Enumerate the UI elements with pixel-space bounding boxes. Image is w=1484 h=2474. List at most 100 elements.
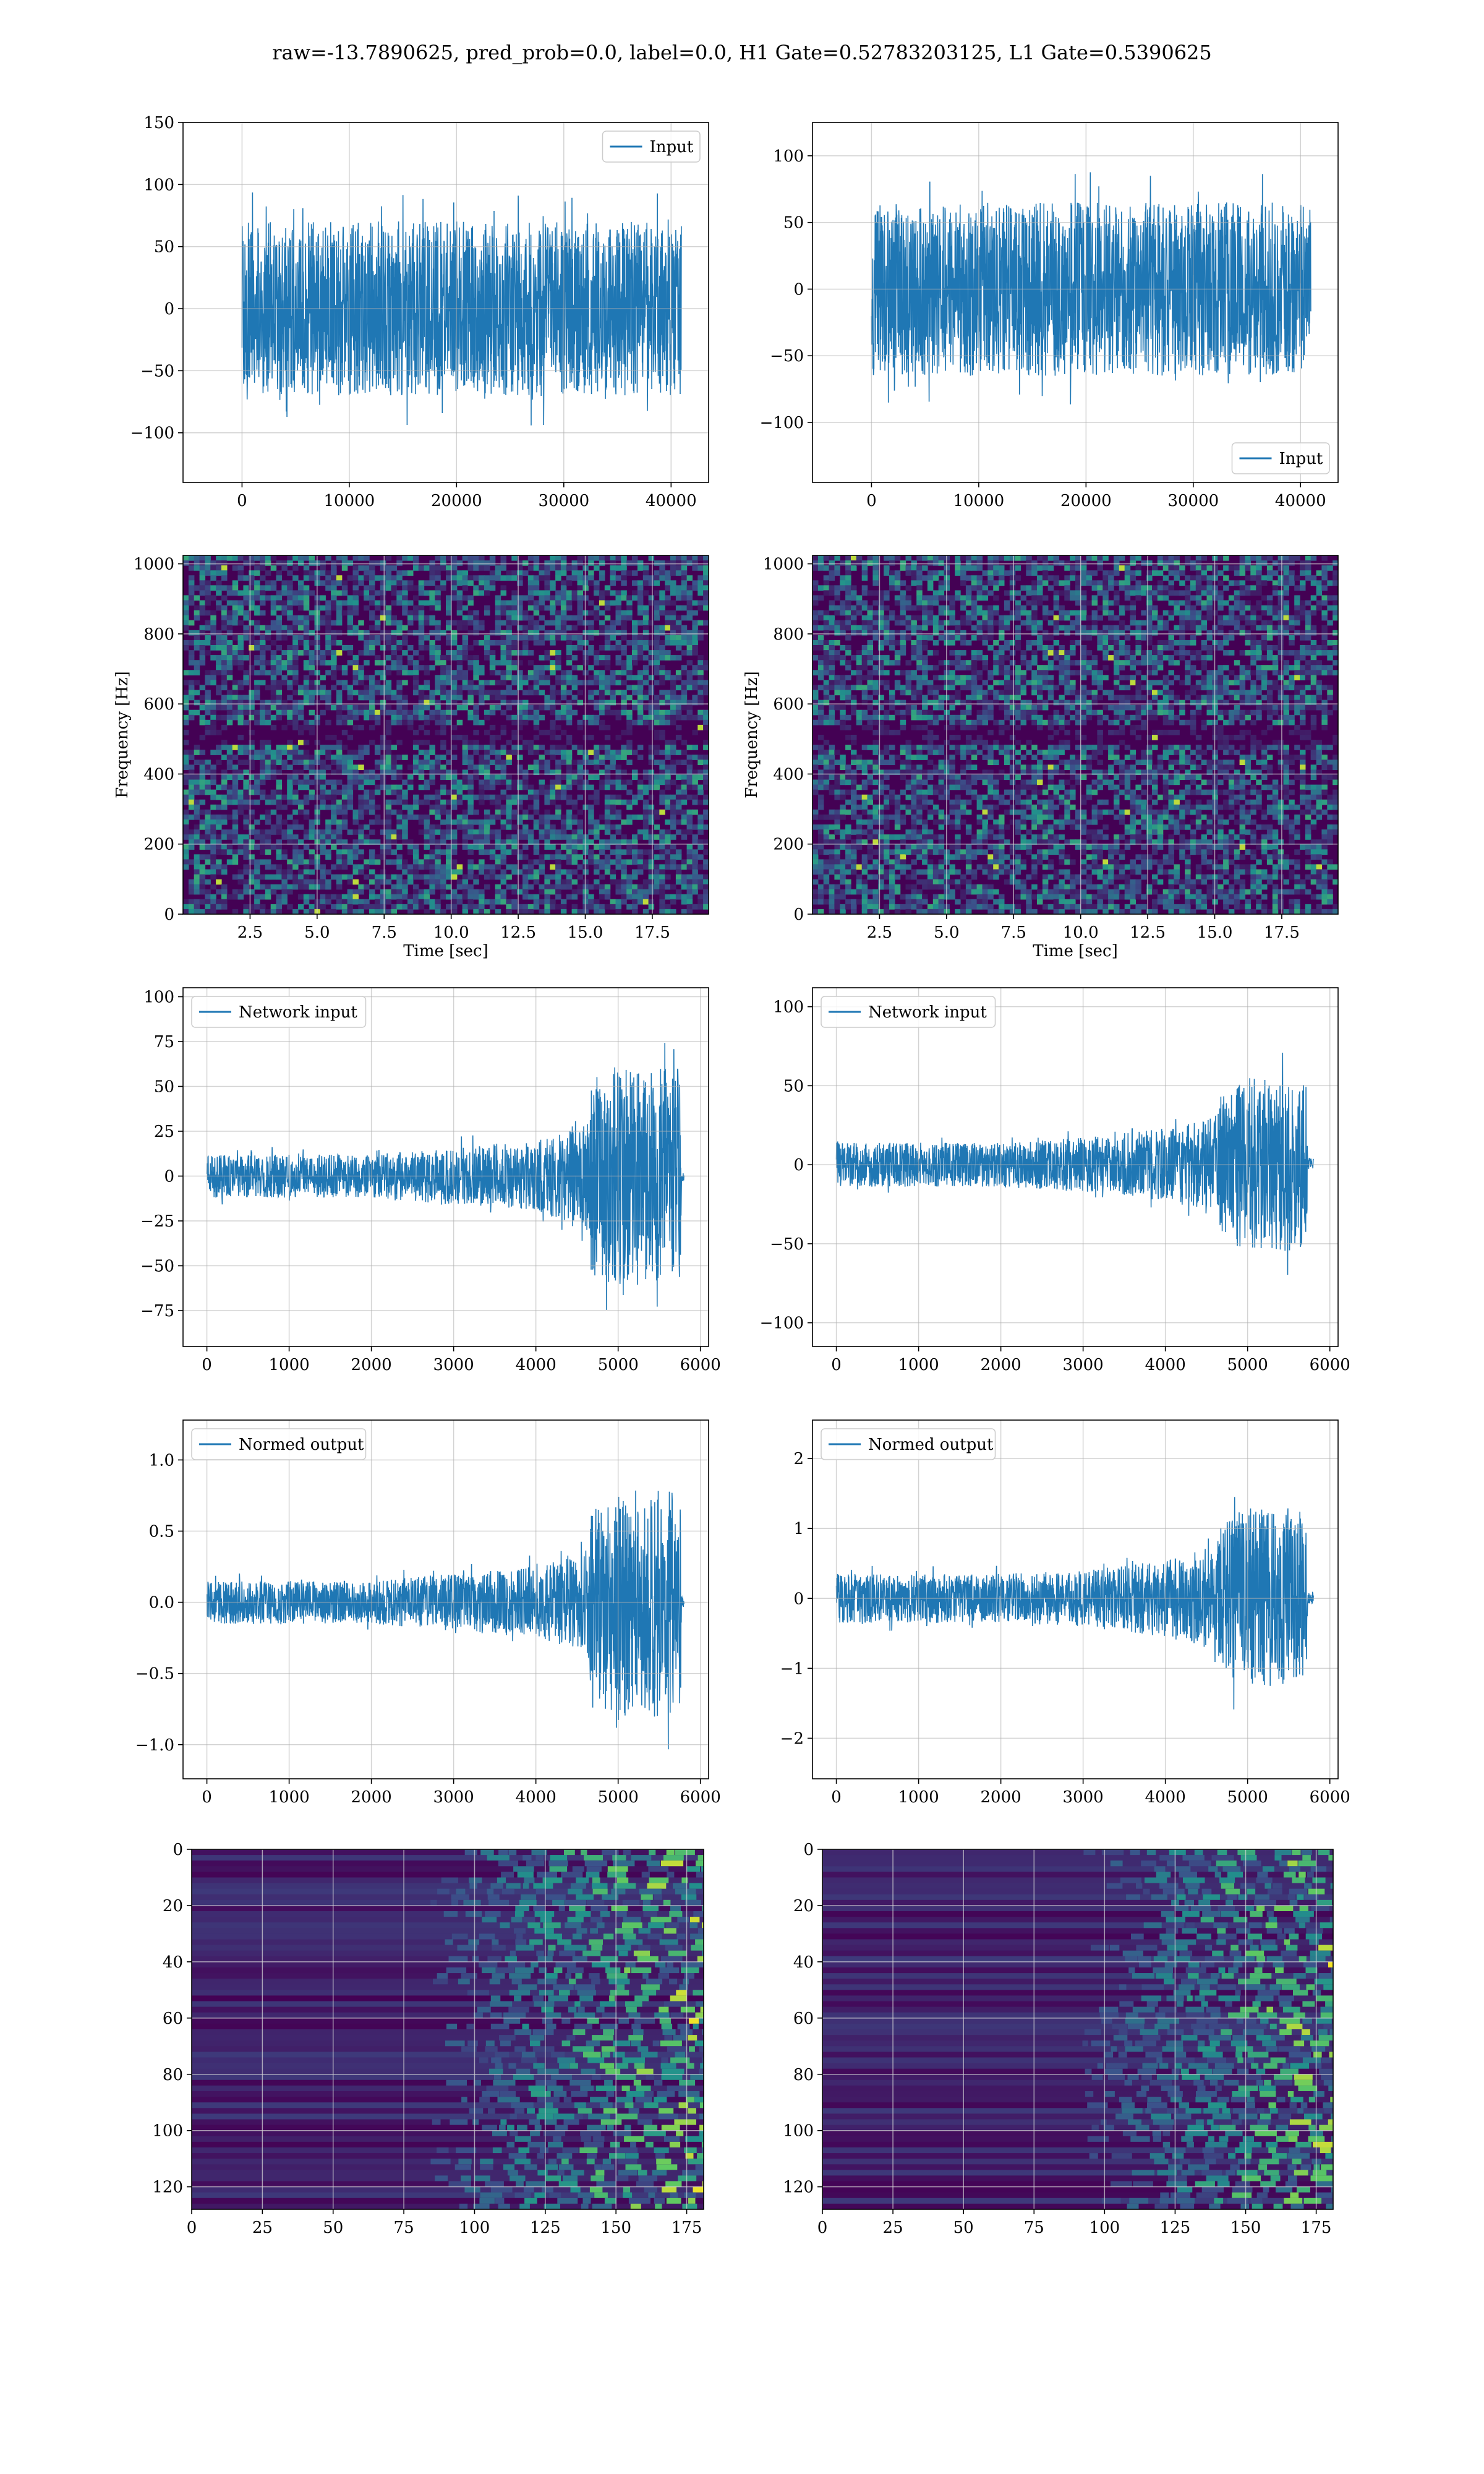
heatmap-cell [511,869,518,875]
heatmap-cell [265,555,271,561]
heatmap-cell [872,575,879,581]
heatmap-cell [829,824,835,830]
heatmap-cell [429,849,435,855]
heatmap-cell [697,665,704,670]
heatmap-cell [467,764,474,770]
heatmap-cell [418,585,425,591]
heatmap-cell [473,834,479,840]
heatmap-cell [577,640,583,646]
heatmap-cell [703,575,709,581]
heatmap-cell [265,894,271,900]
heatmap-cell [527,605,534,611]
heatmap-cell [188,889,195,895]
heatmap-cell [642,809,649,815]
heatmap-cell [577,600,583,606]
heatmap-cell [424,814,430,820]
heatmap-cell [435,794,441,800]
heatmap-cell [435,625,441,631]
heatmap-cell [467,615,474,621]
heatmap-cell [276,690,282,696]
heatmap-cell [566,719,573,726]
heatmap-cell [550,784,556,790]
heatmap-cell [588,560,594,566]
heatmap-cell [812,869,819,875]
heatmap-cell [500,750,506,755]
heatmap-cell [412,595,419,601]
heatmap-cell [479,590,485,596]
heatmap-cell [309,829,315,835]
heatmap-cell [467,555,474,561]
heatmap-cell [237,635,244,641]
heatmap-cell [555,854,561,860]
heatmap-cell [522,844,529,850]
heatmap-cell [517,804,523,810]
heatmap-cell [358,575,364,581]
heatmap-cell [188,834,195,840]
heatmap-cell [446,675,452,680]
heatmap-cell [599,849,605,855]
heatmap-cell [341,755,348,760]
heatmap-cell [588,610,594,616]
heatmap-cell [812,879,819,885]
heatmap-cell [489,834,496,840]
heatmap-cell [703,884,709,890]
heatmap-cell [560,834,567,840]
heatmap-cell [446,690,452,696]
heatmap-cell [527,859,534,865]
heatmap-cell [347,904,354,910]
heatmap-cell [659,760,665,765]
heatmap-cell [610,809,616,815]
heatmap-cell [369,799,375,805]
heatmap-cell [249,665,255,670]
heatmap-cell [297,724,304,730]
heatmap-cell [484,874,490,880]
heatmap-cell [303,834,310,840]
heatmap-cell [254,585,260,591]
heatmap-cell [226,760,233,765]
heatmap-cell [194,799,200,805]
heatmap-cell [867,685,873,691]
heatmap-cell [418,600,425,606]
heatmap-cell [479,909,485,914]
heatmap-cell [364,899,370,905]
heatmap-cell [817,869,824,875]
heatmap-cell [533,789,540,795]
heatmap-cell [500,605,506,611]
heatmap-cell [254,620,260,626]
heatmap-cell [856,899,863,905]
heatmap-cell [232,695,239,701]
heatmap-cell [358,750,364,755]
heatmap-cell [659,829,665,835]
heatmap-cell [424,874,430,880]
heatmap-cell [358,565,364,571]
heatmap-cell [856,784,863,790]
x-tick-label: 40000 [1275,492,1326,510]
heatmap-cell [599,680,605,686]
heatmap-cell [560,595,567,601]
heatmap-cell [484,764,490,770]
heatmap-cell [571,844,578,850]
heatmap-cell [226,615,233,621]
heatmap-cell [560,909,567,914]
heatmap-cell [260,635,266,641]
heatmap-cell [205,610,211,616]
heatmap-cell [292,555,299,561]
heatmap-cell [287,585,293,591]
heatmap-cell [391,799,397,805]
heatmap-cell [292,909,299,914]
heatmap-cell [435,804,441,810]
heatmap-cell [681,570,688,576]
heatmap-cell [851,769,857,776]
heatmap-cell [834,630,840,636]
heatmap-cell [555,864,561,870]
heatmap-cell [626,570,633,576]
heatmap-cell [632,655,638,661]
heatmap-cell [473,894,479,900]
heatmap-cell [703,849,709,855]
heatmap-cell [566,655,573,661]
heatmap-cell [665,909,671,914]
heatmap-cell [429,769,435,776]
heatmap-cell [533,665,540,670]
heatmap-cell [265,799,271,805]
heatmap-cell [861,690,868,696]
